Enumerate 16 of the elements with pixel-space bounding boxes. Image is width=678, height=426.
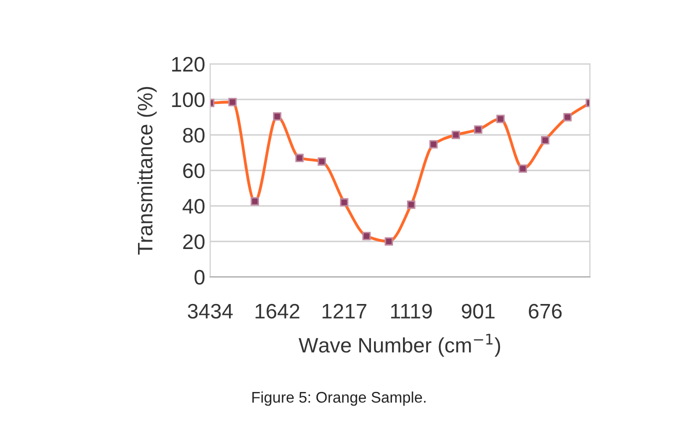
y-tick-label: 80: [183, 128, 205, 143]
x-tick-label: 676: [528, 304, 562, 319]
x-tick-label: 1642: [256, 304, 300, 319]
y-tick-label: 20: [183, 234, 205, 250]
x-tick-label: 1217: [322, 304, 366, 318]
y-tick-label: 0: [194, 270, 205, 285]
x-axis-title: Wave Number (cm$^{−1}$): [298, 334, 500, 357]
x-tick-label: 3434: [188, 304, 233, 319]
y-tick-label: 60: [183, 163, 205, 178]
caption: Figure 5: Orange Sample.: [252, 392, 426, 406]
x-tick-label: 1119: [391, 304, 432, 319]
x-tick-label: 901: [462, 304, 495, 319]
y-axis-title: Transmittance (%): [137, 86, 157, 255]
y-tick-label: 100: [172, 92, 205, 108]
y-tick-label: 40: [182, 198, 205, 214]
y-tick-label: 120: [172, 56, 205, 72]
